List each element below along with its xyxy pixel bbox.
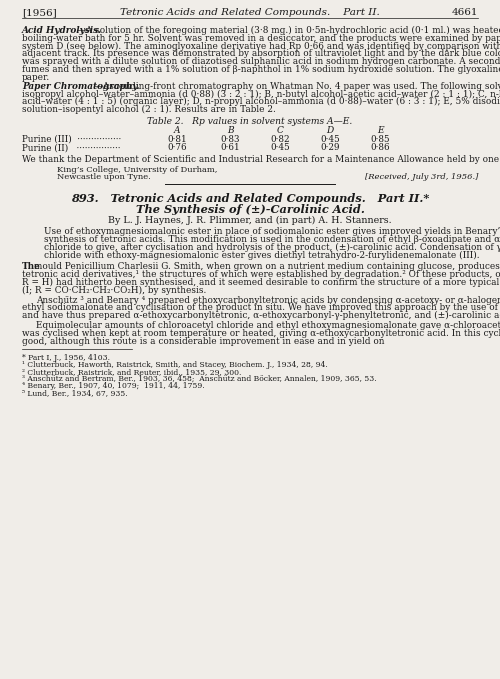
Text: Purine (II)   ················: Purine (II) ················ bbox=[22, 143, 120, 152]
Text: B: B bbox=[226, 126, 234, 135]
Text: 0·83: 0·83 bbox=[220, 135, 240, 144]
Text: * Part I, J., 1956, 4103.: * Part I, J., 1956, 4103. bbox=[22, 354, 110, 362]
Text: boiling-water bath for 5 hr. Solvent was removed in a desiccator, and the produc: boiling-water bath for 5 hr. Solvent was… bbox=[22, 34, 500, 43]
Text: [Received, July 3rd, 1956.]: [Received, July 3rd, 1956.] bbox=[364, 173, 478, 181]
Text: C: C bbox=[276, 126, 283, 135]
Text: good, although this route is a considerable improvement in ease and in yield on: good, although this route is a considera… bbox=[22, 337, 384, 346]
Text: Anschütz ³ and Benary ⁴ prepared ethoxycarbonyltetronic acids by condensing α-a: Anschütz ³ and Benary ⁴ prepared ethoxy… bbox=[36, 295, 500, 304]
Text: R = H) had hitherto been synthesised, and it seemed desirable to confirm the str: R = H) had hitherto been synthesised, an… bbox=[22, 278, 500, 287]
Text: The Synthesis of (±)-Carolinic Acid.: The Synthesis of (±)-Carolinic Acid. bbox=[136, 204, 364, 215]
Text: Acid Hydrolysis.: Acid Hydrolysis. bbox=[22, 26, 102, 35]
Text: D: D bbox=[326, 126, 334, 135]
Text: 0·61: 0·61 bbox=[220, 143, 240, 152]
Text: —A solution of the foregoing material (3·8 mg.) in 0·5n-hydrochloric acid (0·1 m: —A solution of the foregoing material (3… bbox=[77, 26, 500, 35]
Text: King’s College, University of Durham,: King’s College, University of Durham, bbox=[57, 166, 218, 174]
Text: ³ Anschütz and Bertram, Ber., 1903, 36, 458;  Anschütz and Böcker, Annalen, 1: ³ Anschütz and Bertram, Ber., 1903, 36,… bbox=[22, 375, 376, 383]
Text: Table 2.   Rp values in solvent systems A—E.: Table 2. Rp values in solvent systems A—… bbox=[148, 117, 352, 126]
Text: isopropyl alcohol–water–ammonia (d 0·88) (3 : 2 : 1); B, n-butyl alcohol–acetic : isopropyl alcohol–water–ammonia (d 0·88)… bbox=[22, 90, 500, 98]
Text: 0·29: 0·29 bbox=[320, 143, 340, 152]
Text: was cyclised when kept at room temperature or heated, giving α-ethoxycarbonyltet: was cyclised when kept at room temperatu… bbox=[22, 329, 500, 337]
Text: Newcastle upon Tyne.: Newcastle upon Tyne. bbox=[57, 173, 151, 181]
Text: solution–isopentyl alcohol (2 : 1). Results are in Table 2.: solution–isopentyl alcohol (2 : 1). Resu… bbox=[22, 105, 276, 114]
Text: ethyl sodiomalonate and cyclisation of the product in situ. We have improved thi: ethyl sodiomalonate and cyclisation of t… bbox=[22, 304, 500, 312]
Text: ⁵ Lund, Ber., 1934, 67, 935.: ⁵ Lund, Ber., 1934, 67, 935. bbox=[22, 389, 128, 397]
Text: paper.: paper. bbox=[22, 73, 50, 81]
Text: The: The bbox=[22, 262, 41, 272]
Text: chloride to give, after cyclisation and hydrolysis of the product, (±)-carolinic: chloride to give, after cyclisation and … bbox=[44, 242, 500, 252]
Text: Use of ethoxymagnesiomalonic ester in place of sodiomalonic ester gives improved: Use of ethoxymagnesiomalonic ester in pl… bbox=[44, 227, 500, 236]
Text: ¹ Clutterbuck, Haworth, Raistrick, Smith, and Stacey, Biochem. J., 1934, 28, 94.: ¹ Clutterbuck, Haworth, Raistrick, Smith… bbox=[22, 361, 328, 369]
Text: By L. J. Haynes, J. R. Plimmer, and (in part) A. H. Stanners.: By L. J. Haynes, J. R. Plimmer, and (in … bbox=[108, 216, 392, 225]
Text: 0·85: 0·85 bbox=[370, 135, 390, 144]
Text: was sprayed with a dilute solution of diazotised sulphanilic acid in sodium hydr: was sprayed with a dilute solution of di… bbox=[22, 57, 500, 66]
Text: 0·82: 0·82 bbox=[270, 135, 290, 144]
Text: 0·45: 0·45 bbox=[320, 135, 340, 144]
Text: 0·45: 0·45 bbox=[270, 143, 290, 152]
Text: chloride with ethoxy-magnesiomalonic ester gives diethyl tetrahydro-2-furylidene: chloride with ethoxy-magnesiomalonic est… bbox=[44, 251, 480, 259]
Text: adjacent track. Its presence was demonstrated by absorption of ultraviolet light: adjacent track. Its presence was demonst… bbox=[22, 50, 500, 58]
Text: fumes and then sprayed with a 1% solution of β-naphthol in 1% sodium hydroxide s: fumes and then sprayed with a 1% solutio… bbox=[22, 65, 500, 74]
Text: acid–water (4 : 1 : 5) (organic layer); D, n-propyl alcohol–ammonia (d 0·88)–wat: acid–water (4 : 1 : 5) (organic layer); … bbox=[22, 97, 500, 107]
Text: Equimolecular amounts of chloroacetyl chloride and ethyl ethoxymagnesiomalonate : Equimolecular amounts of chloroacetyl ch… bbox=[36, 321, 500, 330]
Text: Tetronic Acids and Related Compounds.    Part II.: Tetronic Acids and Related Compounds. Pa… bbox=[120, 8, 380, 17]
Text: E: E bbox=[376, 126, 384, 135]
Text: 4661: 4661 bbox=[452, 8, 478, 17]
Text: A: A bbox=[174, 126, 180, 135]
Text: We thank the Department of Scientific and Industrial Research for a Maintenance : We thank the Department of Scientific an… bbox=[22, 155, 500, 164]
Text: [1956]: [1956] bbox=[22, 8, 57, 17]
Text: Purine (III)  ················: Purine (III) ················ bbox=[22, 135, 121, 144]
Text: synthesis of tetronic acids. This modification is used in the condensation of et: synthesis of tetronic acids. This modifi… bbox=[44, 235, 500, 244]
Text: 893.   Tetronic Acids and Related Compounds.   Part II.*: 893. Tetronic Acids and Related Compound… bbox=[71, 193, 429, 204]
Text: ² Clutterbuck, Raistrick, and Reuter, ibid., 1935, 29, 300.: ² Clutterbuck, Raistrick, and Reuter, ib… bbox=[22, 368, 242, 375]
Text: and have thus prepared α-ethoxycarbonyltetronic, α-ethoxycarbonyl-γ-phenyltetron: and have thus prepared α-ethoxycarbonylt… bbox=[22, 311, 500, 320]
Text: 0·76: 0·76 bbox=[167, 143, 187, 152]
Text: Paper Chromatography.: Paper Chromatography. bbox=[22, 81, 140, 90]
Text: 0·81: 0·81 bbox=[167, 135, 187, 144]
Text: 0·86: 0·86 bbox=[370, 143, 390, 152]
Text: —Ascending-front chromatography on Whatman No. 4 paper was used. The following s: —Ascending-front chromatography on Whatm… bbox=[94, 81, 500, 90]
Text: ⁴ Benary, Ber., 1907, 40, 1079;  1911, 44, 1759.: ⁴ Benary, Ber., 1907, 40, 1079; 1911, 44… bbox=[22, 382, 204, 390]
Text: tetronic acid derivatives,¹ the structures of which were established by degradat: tetronic acid derivatives,¹ the structur… bbox=[22, 270, 500, 279]
Text: mould Penicillium Charlesii G. Smith, when grown on a nutrient medium containing: mould Penicillium Charlesii G. Smith, wh… bbox=[34, 262, 500, 272]
Text: (I; R = CO·CH₂·CH₂·CO₂H), by synthesis.: (I; R = CO·CH₂·CH₂·CO₂H), by synthesis. bbox=[22, 286, 206, 295]
Text: system D (see below). The aminoglyoxaline derivative had Rp 0·66 and was identif: system D (see below). The aminoglyoxalin… bbox=[22, 41, 500, 51]
